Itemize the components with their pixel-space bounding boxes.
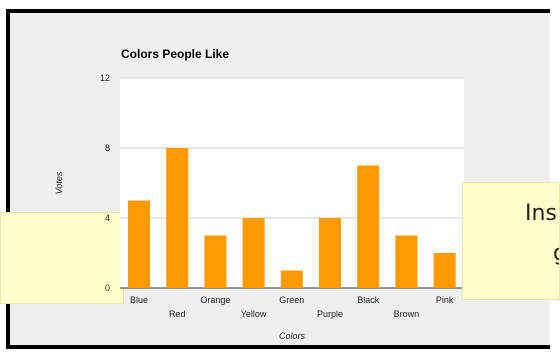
- x-tick-label: Yellow: [241, 309, 267, 319]
- x-tick-label: Blue: [130, 295, 148, 305]
- bar-red: [166, 148, 189, 288]
- y-axis-label: Votes: [54, 171, 64, 194]
- bar-blue: [128, 200, 150, 288]
- bar-black: [357, 165, 380, 288]
- x-tick-label: Brown: [394, 309, 420, 319]
- y-tick-label: 4: [105, 213, 110, 223]
- x-tick-label: Orange: [200, 295, 230, 305]
- bar-pink: [433, 253, 456, 288]
- sticky-note-right: Ins g: [462, 182, 560, 300]
- x-tick-label: Green: [279, 295, 304, 305]
- bar-green: [280, 270, 303, 288]
- bar-brown: [395, 235, 418, 288]
- bar-purple: [319, 218, 341, 288]
- y-tick-label: 8: [105, 143, 110, 153]
- x-tick-label: Black: [357, 295, 380, 305]
- x-tick-label: Red: [169, 309, 186, 319]
- y-tick-label: 0: [105, 283, 110, 293]
- x-tick-label: Purple: [317, 309, 343, 319]
- bar-yellow: [242, 218, 265, 288]
- x-axis-label: Colors: [279, 331, 306, 341]
- bar-orange: [204, 235, 227, 288]
- note-text-line1: Ins: [525, 201, 557, 226]
- y-tick-label: 12: [100, 73, 110, 83]
- chart-title: Colors People Like: [121, 47, 229, 61]
- note-text-line2: g: [553, 241, 559, 266]
- sticky-note-left: [0, 212, 124, 304]
- x-tick-label: Pink: [436, 295, 454, 305]
